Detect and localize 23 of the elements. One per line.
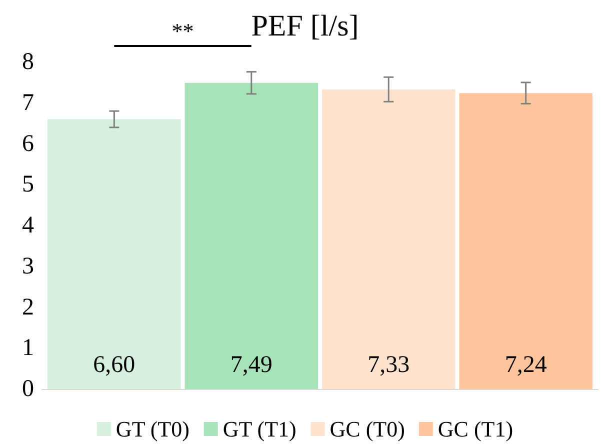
- chart-title: PEF [l/s]: [251, 10, 359, 42]
- legend-label: GC (T0): [330, 416, 405, 442]
- y-tick-label: 2: [22, 294, 34, 320]
- legend-label: GC (T1): [438, 416, 514, 442]
- data-label: 7,24: [504, 352, 547, 378]
- text: **: [172, 18, 194, 44]
- bar: [459, 93, 592, 389]
- y-tick-label: 8: [22, 49, 34, 75]
- legend-label: GT (T1): [222, 416, 296, 442]
- data-label: 7,49: [230, 352, 272, 378]
- y-tick-label: 6: [22, 130, 34, 157]
- y-tick-label: 4: [22, 212, 34, 238]
- bar: [184, 82, 318, 389]
- y-tick-label: 1: [22, 335, 34, 362]
- data-label: 6,60: [93, 352, 136, 378]
- legend-label: GT (T0): [116, 416, 190, 442]
- y-tick-label: 0: [22, 376, 34, 402]
- data-label: 7,33: [368, 352, 410, 378]
- y-tick-label: 3: [22, 253, 34, 280]
- bar: [48, 119, 181, 389]
- y-tick-label: 5: [22, 172, 34, 198]
- bar: [322, 89, 456, 389]
- y-tick-label: 7: [22, 90, 34, 116]
